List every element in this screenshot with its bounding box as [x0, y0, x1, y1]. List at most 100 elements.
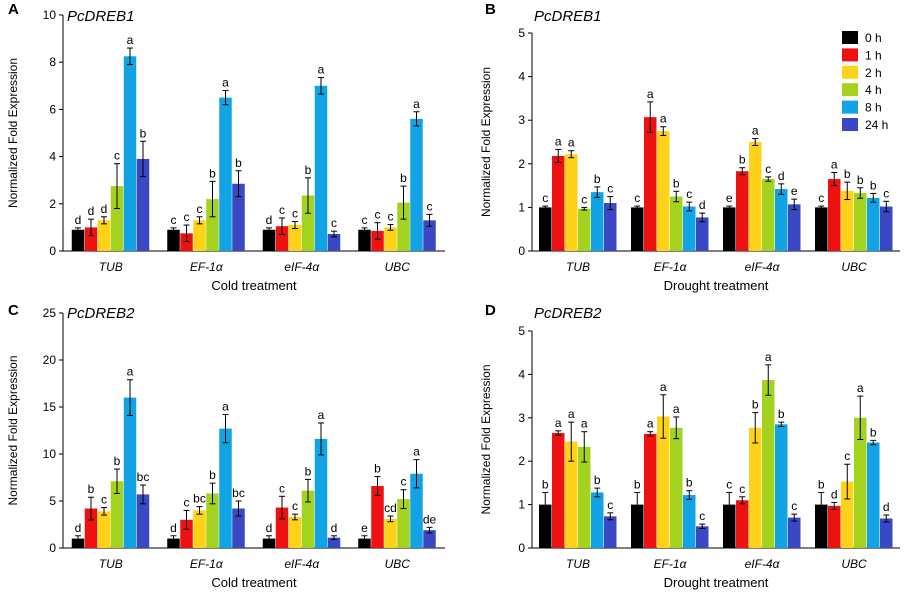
significance-letter: b: [844, 167, 851, 181]
chart-panel-b: B PcDREB1 0 1 2 3 4 5 Normalized Fold Expression…: [479, 1, 900, 293]
significance-letter: a: [222, 76, 229, 90]
x-tick-label: TUB: [566, 557, 590, 571]
legend-swatch: [842, 118, 858, 131]
significance-letter: c: [184, 210, 190, 224]
bar-1h: [644, 117, 657, 251]
y-tick-label: 20: [43, 353, 57, 367]
significance-letter: b: [870, 178, 877, 192]
bar-0h: [815, 207, 828, 251]
bar-4h: [206, 493, 219, 548]
significance-letter: b: [305, 464, 312, 478]
significance-letter: b: [209, 468, 216, 482]
significance-letter: b: [857, 173, 864, 187]
bar-2h: [565, 154, 578, 251]
bar-8h: [123, 397, 137, 548]
bar-1h: [180, 233, 193, 251]
significance-letter: e: [361, 521, 368, 535]
significance-letter: a: [581, 417, 588, 431]
significance-letter: d: [75, 521, 82, 535]
bar-2h: [288, 225, 302, 251]
bar-8h: [683, 495, 696, 548]
panel-letter: B: [485, 1, 496, 18]
x-axis-label: Cold treatment: [211, 278, 297, 293]
bar-1h: [371, 485, 384, 548]
significance-letter: bc: [137, 470, 150, 484]
bar-0h: [262, 229, 276, 251]
significance-letter: c: [581, 192, 587, 206]
y-tick-label: 1: [518, 498, 525, 512]
significance-letter: c: [765, 162, 771, 176]
bar-24h: [136, 494, 150, 548]
bar-24h: [696, 217, 709, 251]
y-tick-label: 0: [49, 244, 56, 258]
significance-letter: a: [413, 97, 420, 111]
x-tick-label: EF-1α: [654, 260, 688, 274]
x-tick-label: eIF-4α: [284, 557, 320, 571]
bar-0h: [815, 504, 828, 548]
bar-0h: [539, 504, 552, 548]
significance-letter: d: [831, 487, 838, 501]
y-tick-label: 0: [49, 541, 56, 555]
significance-letter: c: [171, 213, 177, 227]
y-tick-label: 10: [43, 447, 57, 461]
bar-1h: [552, 155, 565, 251]
bar-24h: [423, 530, 436, 548]
x-tick-label: TUB: [99, 260, 123, 274]
bar-24h: [327, 537, 341, 548]
legend-swatch: [842, 31, 858, 44]
panel-title: PcDREB2: [67, 305, 135, 322]
y-tick-label: 1: [518, 200, 525, 214]
significance-letter: c: [818, 191, 824, 205]
significance-letter: b: [542, 477, 549, 491]
significance-letter: d: [266, 213, 273, 227]
significance-letter: d: [331, 521, 338, 535]
bar-8h: [410, 118, 423, 251]
x-tick-label: UBC: [385, 260, 411, 274]
y-tick-label: 15: [43, 400, 57, 414]
bar-24h: [788, 204, 801, 251]
y-axis-label: Normalized Fold Expression: [6, 355, 20, 505]
significance-letter: d: [778, 169, 785, 183]
significance-letter: c: [607, 498, 613, 512]
significance-letter: de: [423, 512, 437, 526]
significance-letter: c: [101, 493, 107, 507]
significance-letter: c: [883, 186, 889, 200]
y-tick-label: 6: [49, 102, 56, 116]
bar-1h: [275, 507, 289, 548]
bar-24h: [696, 526, 709, 548]
bar-8h: [219, 428, 232, 548]
y-tick-label: 2: [518, 157, 525, 171]
bar-8h: [123, 56, 137, 251]
significance-letter: a: [660, 380, 667, 394]
bar-1h: [736, 171, 749, 251]
legend-swatch: [842, 48, 858, 62]
bar-2h: [193, 510, 206, 548]
significance-letter: cd: [384, 501, 397, 515]
panel-title: PcDREB1: [534, 8, 602, 25]
bar-8h: [219, 97, 232, 251]
bar-4h: [397, 499, 410, 548]
x-tick-label: TUB: [566, 260, 590, 274]
x-tick-label: eIF-4α: [745, 260, 781, 274]
significance-letter: b: [673, 176, 680, 190]
bar-2h: [749, 427, 762, 548]
significance-letter: a: [127, 33, 134, 47]
bar-24h: [232, 508, 245, 548]
significance-letter: b: [870, 425, 877, 439]
bar-0h: [71, 229, 85, 251]
significance-letter: a: [318, 63, 325, 77]
bar-2h: [841, 481, 854, 548]
bar-4h: [578, 446, 591, 548]
y-tick-label: 4: [49, 150, 56, 164]
significance-letter: c: [279, 481, 285, 495]
significance-letter: a: [555, 134, 562, 148]
significance-letter: a: [318, 408, 325, 422]
bar-1h: [84, 227, 98, 251]
bar-4h: [854, 417, 867, 548]
significance-letter: c: [197, 202, 203, 216]
